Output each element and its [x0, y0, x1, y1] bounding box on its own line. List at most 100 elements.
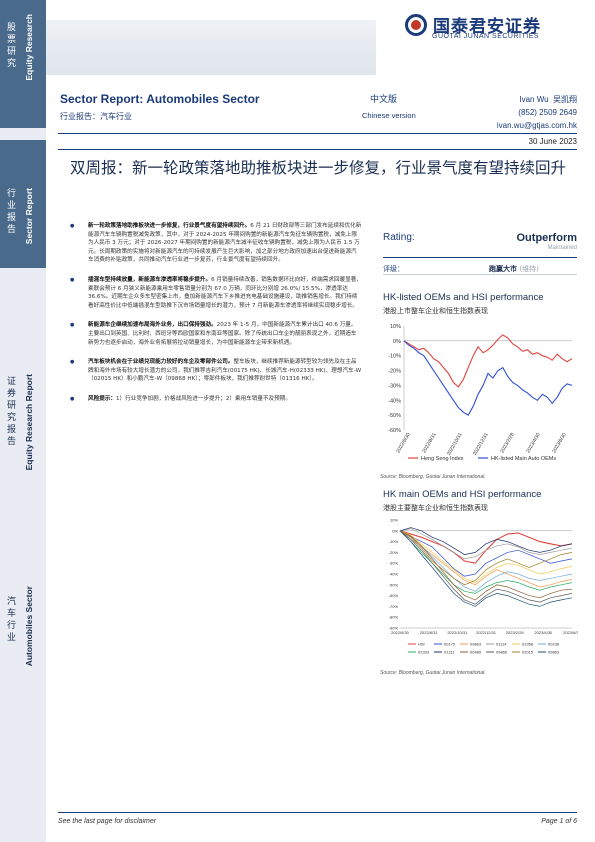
legend-label: Heng Seng Index: [421, 456, 464, 462]
legend-label: 02333: [418, 650, 430, 655]
x-tick-label: 2022/6/30: [391, 630, 410, 635]
header-divider: [58, 133, 577, 134]
logo-text-en: GUOTAI JUNAN SECURITIES: [432, 33, 540, 40]
legend-label: 01211: [444, 650, 456, 655]
legend-label: 00489: [470, 650, 482, 655]
series-line: [399, 530, 573, 607]
series-line: [399, 530, 573, 584]
analyst-phone: (852) 2509 2649: [518, 108, 577, 117]
x-tick-label: 2023/6/30: [551, 432, 567, 454]
legend-label: 00175: [444, 642, 456, 647]
y-tick-label: -30%: [388, 383, 401, 389]
rating-label-cn: 评级：: [383, 265, 404, 273]
series-line: [399, 528, 573, 560]
legend-label: 09866: [496, 650, 508, 655]
sidebar: 股票研究 Equity Research 行业报告 Sector Report …: [0, 0, 46, 842]
key-points: 新一轮政策落地助推板块进一步修复，行业景气度有望持续回升。6 月 21 日财政部…: [70, 222, 362, 415]
y-tick-label: 0%: [392, 528, 398, 533]
sidebar-cn-label: 股票研究: [7, 23, 17, 69]
legend-label: 09863: [548, 650, 560, 655]
y-tick-label: -10%: [389, 539, 399, 544]
legend-label: HSI: [418, 642, 425, 647]
series-line: [399, 530, 573, 605]
y-tick-label: -60%: [389, 593, 399, 598]
chart2-title: HK main OEMs and HSI performance: [383, 489, 542, 500]
rating-divider-2: [383, 274, 577, 275]
analyst-info: Ivan Wu 吴凯翔 (852) 2509 2649 ivan.wu@gtja…: [497, 93, 577, 132]
x-tick-label: 2022/12/31: [476, 630, 497, 635]
sidebar-en-label: Automobiles Sector: [24, 586, 34, 667]
y-tick-label: 10%: [390, 324, 401, 330]
headline: 双周报：新一轮政策落地助推板块进一步修复，行业景气度有望持续回升: [70, 159, 567, 177]
sidebar-block-equity-research: 股票研究 Equity Research: [0, 0, 46, 128]
y-tick-label: -70%: [389, 604, 399, 609]
chart1-source: Source: Bloomberg, Guotai Junan Internat…: [380, 474, 486, 480]
x-tick-label: 2023/2/28: [499, 432, 515, 454]
chart1-title: HK-listed OEMs and HSI performance: [383, 292, 544, 303]
legend-label: 01114: [496, 642, 507, 647]
sidebar-en-label: Equity Research: [24, 14, 34, 81]
x-tick-label: 2022/6/30: [395, 432, 411, 454]
x-tick-label: 2022/10/31: [447, 630, 468, 635]
x-tick-label: 2023/4/30: [534, 630, 553, 635]
chart2-svg: 10% 0% -10% -20% -30% -40% -50% -60% -70% -80% -90…: [389, 518, 578, 655]
chinese-version-link[interactable]: 中文版: [370, 95, 398, 105]
company-logo: 国泰君安证券: [405, 12, 541, 37]
series-line: [403, 334, 573, 388]
series-line: [399, 530, 573, 594]
rating-maintained: Maintained: [547, 245, 577, 251]
legend-label: 02015: [522, 650, 534, 655]
bullet-item: 新一轮政策落地助推板块进一步修复，行业景气度有望持续回升。6 月 21 日财政部…: [70, 222, 362, 265]
bullet-item: 新能源车企继续加速布局海外业务，出口保持强劲。2023 年 1-5 月，中国新能…: [70, 321, 362, 347]
sidebar-cn-label: 行业报告: [7, 189, 17, 235]
bullet-item: 汽车板块机会在于业绩兑现能力较好的车企及零部件公司。整车板块，继续推荐新能源转型…: [70, 358, 362, 384]
rating-label: Rating:: [383, 232, 415, 243]
y-tick-label: -60%: [388, 428, 401, 434]
chart1-subtitle: 港股上市整车企业和恒生指数表现: [383, 307, 488, 315]
legend-label: 01958: [522, 642, 534, 647]
x-tick-label: 2022/8/31: [421, 432, 437, 454]
y-tick-label: -30%: [389, 561, 399, 566]
report-date: 30 June 2023: [528, 137, 578, 146]
sidebar-block-sector-report: 行业报告 Sector Report: [0, 140, 46, 268]
series-line: [403, 340, 573, 416]
disclaimer-note: See the last page for disclaimer: [58, 818, 157, 825]
page-number: Page 1 of 6: [541, 818, 577, 825]
chart2-source: Source: Bloomberg, Guotai Junan Internat…: [380, 670, 486, 676]
y-tick-label: -10%: [388, 354, 401, 360]
legend-label: HK-listed Main Auto OEMs: [491, 456, 556, 462]
sidebar-cn-label: 汽车行业: [7, 597, 17, 643]
bullet-item: 风险提示：1）行业竞争加剧，价格战风险进一步提升；2）乘用车销量不及预期。: [70, 395, 362, 404]
legend-label: 09863: [470, 642, 482, 647]
analyst-name-cn: 吴凯翔: [553, 95, 577, 104]
logo-icon: [405, 13, 427, 36]
x-tick-label: 2022/12/31: [472, 432, 490, 457]
rating-value-cn: 跑赢大市 (维持): [489, 265, 539, 273]
footer-divider: [58, 812, 577, 813]
y-tick-label: 10%: [390, 518, 398, 523]
series-line: [399, 527, 573, 555]
y-tick-label: -20%: [388, 369, 401, 375]
chart1-svg: 10% 0% -10% -20% -30% -40% -50% -60%2022/6/30 20…: [388, 324, 573, 462]
y-tick-label: -90%: [389, 626, 399, 631]
rating-value: Outperform: [516, 232, 578, 244]
logo-text-cn: 国泰君安证券: [433, 17, 541, 37]
x-tick-label: 2023/2/28: [506, 630, 525, 635]
series-line: [399, 530, 573, 588]
y-tick-label: -50%: [389, 582, 399, 587]
header-banner-image: [46, 20, 376, 75]
report-subtitle: 行业报告：汽车行业: [60, 112, 132, 121]
date-divider: [58, 149, 577, 150]
sidebar-en-label: Sector Report: [24, 188, 34, 245]
bullet-item: 插混车型持续放量，新能源车渗透率将稳步提升。6 月销量持续改善，销售数据环比向好…: [70, 276, 362, 310]
chinese-version-link-en[interactable]: Chinese version: [362, 111, 416, 120]
y-tick-label: 0%: [393, 339, 401, 345]
y-tick-label: -40%: [389, 572, 399, 577]
legend-label: 00236: [548, 642, 560, 647]
x-tick-label: 2022/10/31: [446, 432, 464, 457]
y-tick-label: -40%: [388, 398, 401, 404]
analyst-email[interactable]: ivan.wu@gtjas.com.hk: [496, 121, 577, 130]
series-line: [399, 530, 573, 577]
series-line: [399, 530, 573, 601]
report-title: Sector Report: Automobiles Sector: [60, 92, 260, 106]
